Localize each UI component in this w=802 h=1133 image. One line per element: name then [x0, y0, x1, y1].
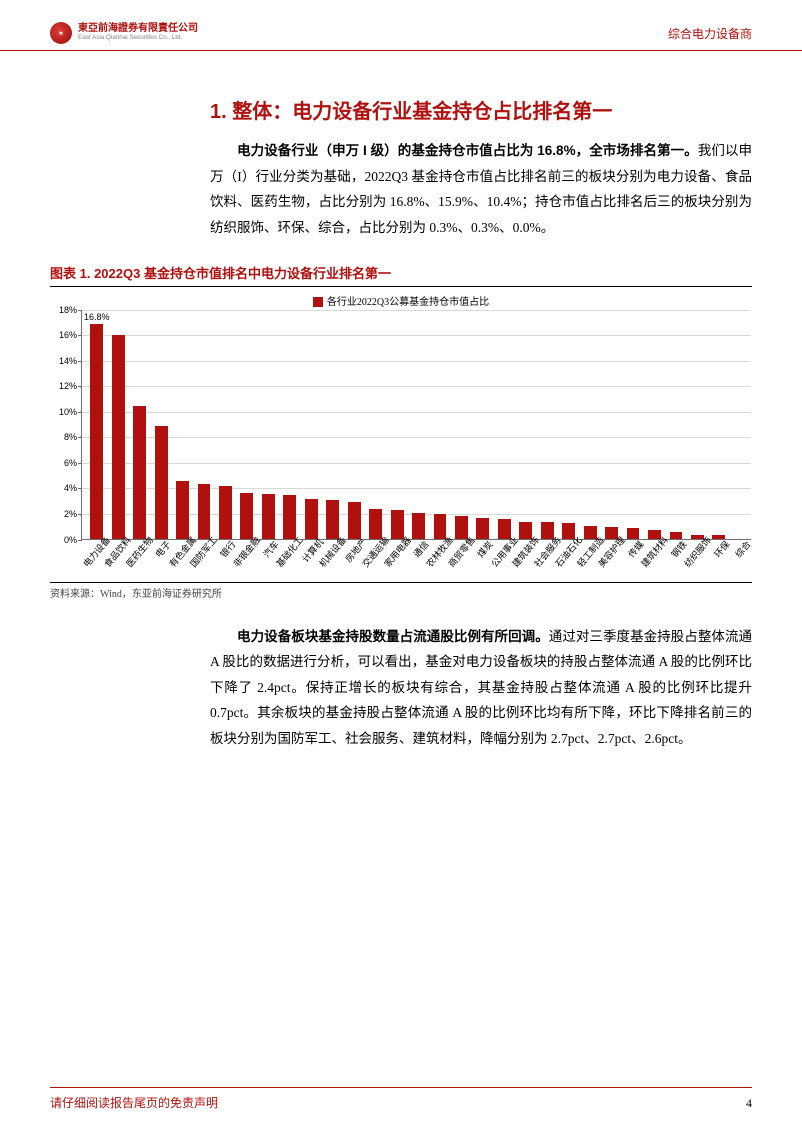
bar-slot — [107, 335, 128, 538]
page-header: ✶ 東亞前海證券有限責任公司 East Asia Qianhai Securit… — [0, 0, 802, 51]
legend-swatch-icon — [313, 297, 323, 307]
chart-plot-area: 16.8% — [81, 310, 751, 540]
page-number: 4 — [746, 1096, 752, 1111]
x-tick-label: 非银金融 — [235, 540, 256, 580]
x-tick-label: 环保 — [708, 540, 729, 580]
x-tick-label: 医药生物 — [128, 540, 149, 580]
doc-category: 综合电力设备商 — [668, 25, 752, 42]
y-tick-label: 0% — [64, 535, 77, 545]
bar — [283, 495, 296, 538]
bar-slot — [322, 500, 343, 538]
bar — [155, 426, 168, 538]
y-tick-label: 2% — [64, 509, 77, 519]
bar — [305, 499, 318, 539]
bar-slot — [343, 502, 364, 539]
y-tick-label: 10% — [59, 407, 77, 417]
bar-slot — [408, 513, 429, 539]
y-tick-label: 8% — [64, 432, 77, 442]
bar — [262, 494, 275, 539]
bar — [670, 532, 683, 538]
figure-title: 图表 1. 2022Q3 基金持仓市值排名中电力设备行业排名第一 — [50, 263, 752, 287]
bar-chart: 0%2%4%6%8%10%12%14%16%18% 16.8% 电力设备食品饮料… — [51, 310, 751, 580]
brand-text: 東亞前海證券有限責任公司 East Asia Qianhai Securitie… — [78, 24, 198, 41]
y-tick-label: 4% — [64, 483, 77, 493]
bar — [348, 502, 361, 539]
x-tick-label: 机械设备 — [321, 540, 342, 580]
bar — [219, 486, 232, 538]
page-footer: 请仔细阅读报告尾页的免责声明 4 — [50, 1087, 752, 1111]
para2-lead: 电力设备板块基金持股数量占流通股比例有所回调。 — [237, 629, 549, 644]
paragraph-2: 电力设备板块基金持股数量占流通股比例有所回调。通过对三季度基金持股占整体流通 A… — [210, 624, 752, 752]
y-tick-label: 14% — [59, 356, 77, 366]
bar — [412, 513, 425, 539]
bar-slot — [258, 494, 279, 539]
section-title: 1. 整体：电力设备行业基金持仓占比排名第一 — [210, 95, 752, 124]
bar — [176, 481, 189, 539]
bar-slot — [622, 528, 643, 538]
bar-slot — [472, 518, 493, 538]
chart-bars: 16.8% — [82, 324, 751, 539]
bar-slot — [665, 532, 686, 538]
y-tick-label: 12% — [59, 381, 77, 391]
bar — [90, 324, 103, 539]
y-tick-label: 6% — [64, 458, 77, 468]
footer-disclaimer: 请仔细阅读报告尾页的免责声明 — [50, 1094, 218, 1111]
bar — [240, 493, 253, 539]
bar-slot — [193, 484, 214, 539]
x-tick-label: 商贸零售 — [450, 540, 471, 580]
bar-slot — [279, 495, 300, 538]
logo-icon: ✶ — [50, 22, 72, 44]
figure-1: 图表 1. 2022Q3 基金持仓市值排名中电力设备行业排名第一 各行业2022… — [50, 263, 752, 600]
company-name-en: East Asia Qianhai Securities Co., Ltd. — [78, 35, 198, 42]
x-tick-label: 国防军工 — [192, 540, 213, 580]
bar-slot — [129, 406, 150, 539]
para2-rest: 通过对三季度基金持股占整体流通 A 股比的数据进行分析，可以看出，基金对电力设备… — [210, 629, 752, 747]
para1-lead: 电力设备行业（申万 I 级）的基金持仓市值占比为 16.8%，全市场排名第一。 — [237, 143, 698, 158]
brand: ✶ 東亞前海證券有限責任公司 East Asia Qianhai Securit… — [50, 22, 198, 44]
legend-text: 各行业2022Q3公募基金持仓市值占比 — [327, 297, 489, 308]
bar — [326, 500, 339, 538]
x-tick-label: 综合 — [730, 540, 751, 580]
chart-y-axis: 0%2%4%6%8%10%12%14%16%18% — [51, 310, 79, 540]
x-tick-label: 家用电器 — [386, 540, 407, 580]
y-tick-label: 16% — [59, 330, 77, 340]
chart-x-axis: 电力设备食品饮料医药生物电子有色金属国防军工银行非银金融汽车基础化工计算机机械设… — [81, 540, 751, 580]
bar — [476, 518, 489, 538]
bar-slot — [172, 481, 193, 539]
bar-slot — [708, 535, 729, 539]
x-tick-label: 基础化工 — [278, 540, 299, 580]
bar-slot — [150, 426, 171, 538]
x-tick-label: 美容护理 — [601, 540, 622, 580]
y-tick-label: 18% — [59, 305, 77, 315]
bar-slot — [236, 493, 257, 539]
paragraph-1: 电力设备行业（申万 I 级）的基金持仓市值占比为 16.8%，全市场排名第一。我… — [210, 138, 752, 241]
bar — [391, 510, 404, 538]
bar — [133, 406, 146, 539]
figure-legend: 各行业2022Q3公募基金持仓市值占比 — [50, 293, 752, 308]
bar-slot — [215, 486, 236, 538]
bar-callout-label: 16.8% — [84, 312, 110, 322]
x-tick-label: 纺织服饰 — [687, 540, 708, 580]
bar — [112, 335, 125, 538]
bar — [627, 528, 640, 538]
figure-source: 资料来源：Wind，东亚前海证券研究所 — [50, 582, 752, 600]
bar-slot: 16.8% — [86, 324, 107, 539]
bar-slot — [301, 499, 322, 539]
bar — [198, 484, 211, 539]
x-tick-label: 建筑材料 — [644, 540, 665, 580]
